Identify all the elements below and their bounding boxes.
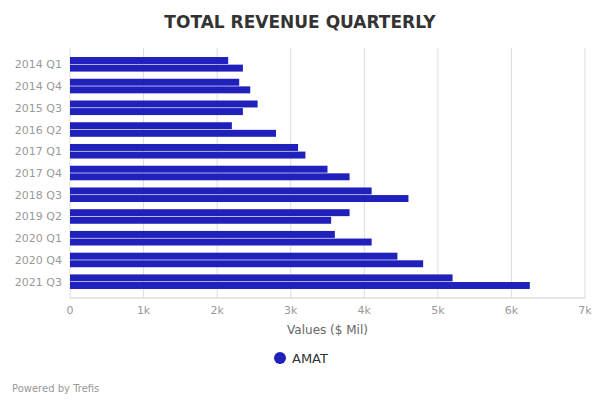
bar (70, 122, 232, 129)
bar (70, 260, 423, 267)
y-tick-label: 2014 Q4 (15, 80, 62, 93)
chart: TOTAL REVENUE QUARTERLY 0 1k 2k 3k 4k 5k 6k 7k 20… (0, 0, 600, 400)
y-tick-label: 2021 Q3 (15, 276, 62, 289)
bars (70, 57, 530, 289)
bar (70, 195, 408, 202)
bar (70, 282, 530, 289)
x-tick-label: 7k (578, 304, 592, 317)
y-tick-label: 2020 Q1 (15, 232, 62, 245)
bar (70, 86, 250, 93)
bar (70, 173, 350, 180)
grid-line (585, 48, 586, 298)
grid (70, 48, 585, 298)
bar (70, 130, 276, 137)
bar (70, 79, 239, 86)
y-tick-label: 2017 Q1 (15, 145, 62, 158)
bar (70, 144, 298, 151)
grid-line (437, 48, 438, 298)
x-tick-label: 3k (284, 304, 298, 317)
legend-label: AMAT (292, 351, 328, 366)
grid-line (511, 48, 512, 298)
y-tick-label: 2016 Q2 (15, 124, 62, 137)
x-tick-label: 6k (505, 304, 519, 317)
bar (70, 152, 305, 159)
x-tick-label: 4k (358, 304, 372, 317)
bar (70, 187, 372, 194)
y-tick-label: 2020 Q4 (15, 254, 62, 267)
bar (70, 209, 350, 216)
x-tick-label: 5k (431, 304, 445, 317)
bar (70, 239, 372, 246)
x-tick-labels: 0 1k 2k 3k 4k 5k 6k 7k (67, 304, 593, 317)
y-tick-label: 2014 Q1 (15, 58, 62, 71)
chart-container: TOTAL REVENUE QUARTERLY 0 1k 2k 3k 4k 5k 6k 7k 20… (0, 0, 600, 400)
bar (70, 231, 335, 238)
y-tick-labels: 2014 Q1 2014 Q4 2015 Q3 2016 Q2 2017 Q1 2017 … (15, 58, 62, 288)
x-tick-label: 0 (67, 304, 74, 317)
page: {"chart_data": {"type": "bar", "orientat… (0, 0, 600, 400)
y-tick-label: 2017 Q4 (15, 167, 62, 180)
bar (70, 57, 228, 64)
bar (70, 166, 328, 173)
y-tick-label: 2015 Q3 (15, 102, 62, 115)
x-tick-label: 1k (137, 304, 151, 317)
bar (70, 65, 243, 72)
legend: AMAT (274, 351, 328, 366)
x-axis-label: Values ($ Mil) (287, 323, 368, 337)
bar (70, 274, 453, 281)
x-tick-label: 2k (210, 304, 224, 317)
bar (70, 253, 397, 260)
y-tick-label: 2018 Q3 (15, 189, 62, 202)
x-axis-line (70, 298, 585, 299)
legend-marker (274, 352, 286, 364)
title: TOTAL REVENUE QUARTERLY (164, 12, 436, 32)
bar (70, 101, 258, 108)
annotation: Powered by Trefis (12, 383, 99, 394)
bar (70, 217, 331, 224)
y-tick-label: 2019 Q2 (15, 210, 62, 223)
bar (70, 108, 243, 115)
